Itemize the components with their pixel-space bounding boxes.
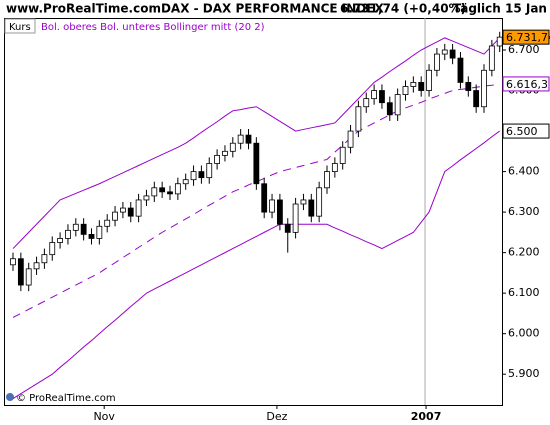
y-tick-label: 6.000	[508, 327, 540, 340]
candle-body	[300, 199, 307, 205]
bollinger-line	[12, 37, 501, 249]
candle-body	[457, 57, 464, 83]
candle-body	[473, 90, 480, 108]
candle-body	[112, 211, 118, 221]
bollinger-line	[12, 130, 500, 399]
footer: © ProRealTime.com	[16, 393, 116, 404]
candle-body	[167, 191, 173, 195]
candle-body	[481, 69, 487, 108]
candle-body	[449, 49, 456, 59]
candle-body	[261, 183, 268, 213]
candle-body	[269, 199, 275, 213]
candle-body	[418, 82, 425, 91]
candle-body	[10, 258, 16, 266]
logo	[6, 393, 14, 401]
price-tag-label: 6.616,3	[506, 78, 548, 91]
candle-body	[410, 82, 417, 87]
candle-body	[151, 187, 158, 197]
candle-body	[229, 142, 236, 152]
candle-body	[292, 203, 299, 233]
candle-body	[65, 229, 71, 239]
y-tick-label: 6.300	[508, 205, 540, 218]
candle-body	[324, 171, 330, 189]
candle-body	[245, 134, 252, 144]
candle-body	[174, 183, 181, 195]
candle-body	[206, 163, 213, 179]
candle-body	[17, 258, 24, 286]
candle-body	[104, 219, 111, 227]
candle-body	[80, 223, 87, 235]
candle-body	[347, 130, 354, 148]
x-tick-label: Nov	[93, 410, 115, 423]
candle-body	[496, 36, 503, 47]
x-tick-label: 2007	[411, 410, 442, 423]
candle-body	[190, 171, 197, 181]
candle-body	[96, 225, 103, 239]
chart-title: www.ProRealTime.comDAX - DAX PERFORMANCE…	[6, 2, 384, 16]
candle-body	[182, 179, 189, 185]
candle-body	[339, 146, 346, 164]
quote: 6.731,74 (+0,40%)	[340, 2, 466, 16]
price-tag	[502, 29, 550, 45]
candle-body	[363, 98, 370, 108]
candle-body	[135, 199, 142, 217]
candle-body	[222, 150, 228, 156]
candle-body	[49, 242, 56, 256]
bollinger-line	[12, 83, 500, 318]
indicator-label: Bol. oberes Bol. unteres Bollinger mitt …	[41, 22, 265, 33]
candle-body	[276, 199, 283, 225]
candle-body	[386, 102, 393, 116]
x-tick-label: Dez	[266, 410, 287, 423]
price-tag	[502, 123, 550, 139]
y-tick-label: 6.200	[508, 246, 540, 259]
y-tick-label: 6.700	[508, 43, 540, 56]
candle-body	[57, 238, 63, 243]
candle-body	[331, 163, 338, 172]
candle-body	[488, 45, 495, 71]
candle-body	[253, 142, 260, 185]
y-tick-label: 6.400	[508, 165, 540, 178]
legend-entry: Kurs	[9, 22, 31, 33]
candle-body	[308, 199, 315, 217]
candle-body	[465, 82, 472, 91]
price-tag	[502, 76, 550, 92]
candle-body	[237, 134, 244, 144]
candle-body	[33, 262, 40, 270]
candle-body	[394, 94, 401, 116]
y-tick-label: 6.100	[508, 286, 540, 299]
candle-body	[426, 69, 432, 91]
candle-body	[355, 106, 362, 132]
candle-body	[371, 90, 378, 100]
candle-body	[88, 233, 95, 239]
candle-body	[25, 268, 32, 286]
candle-body	[316, 187, 323, 217]
candle-body	[143, 195, 150, 201]
y-tick-label: 5.900	[508, 367, 540, 380]
price-tag-label: 6.500	[506, 125, 538, 138]
legend-box	[4, 18, 36, 34]
price-tag-label: 6.731,74	[506, 31, 550, 44]
candle-body	[159, 187, 166, 193]
candle-body	[127, 207, 134, 217]
candle-body	[402, 86, 409, 95]
candle-body	[441, 49, 448, 55]
candle-body	[120, 207, 126, 213]
candle-body	[433, 53, 440, 71]
period: Täglich 15 Jan	[453, 2, 547, 16]
candle-body	[284, 223, 291, 233]
candle-body	[41, 254, 48, 264]
candle-body	[214, 154, 221, 164]
candle-body	[72, 223, 79, 231]
candle-body	[379, 90, 385, 104]
candle-body	[198, 171, 205, 179]
